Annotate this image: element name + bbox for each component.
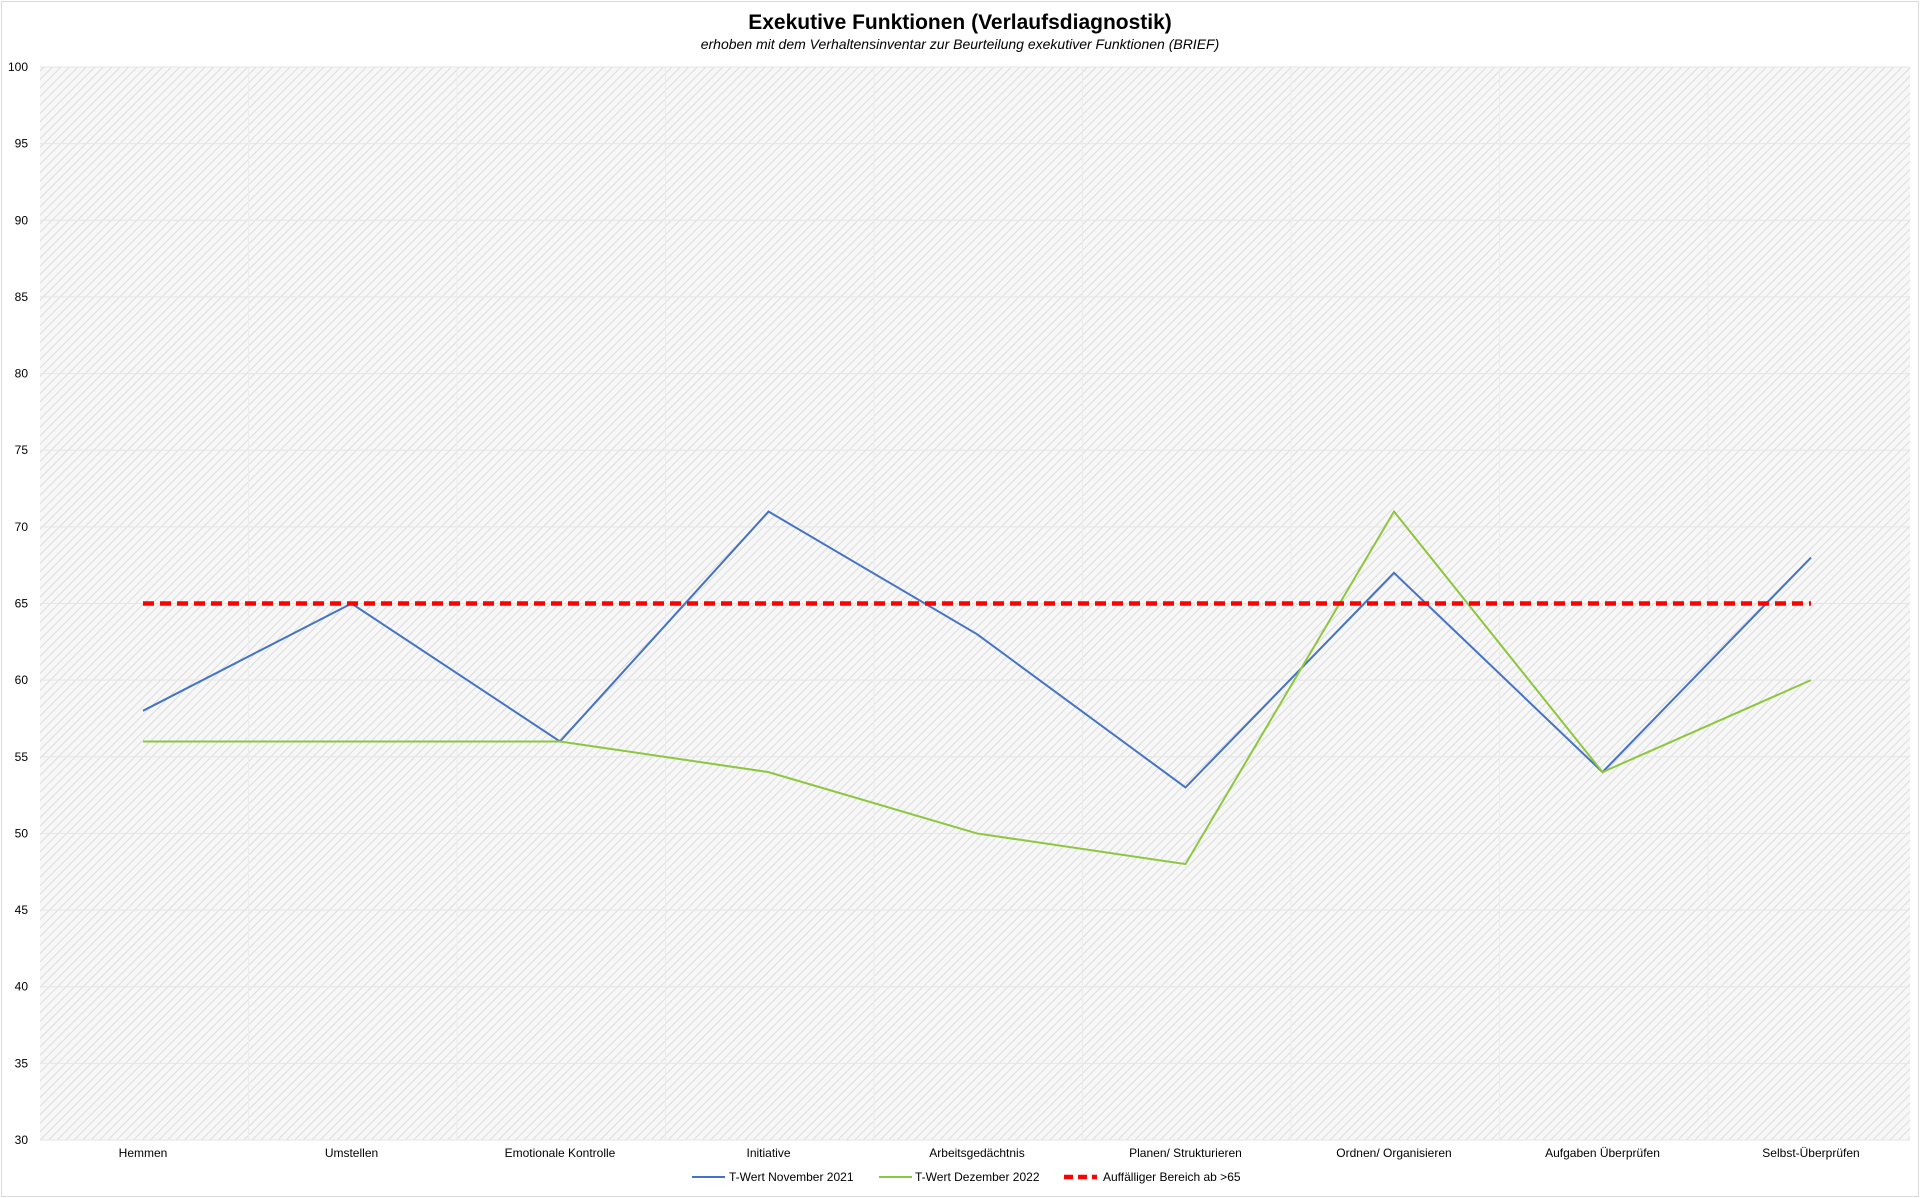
x-tick-label: Ordnen/ Organisieren [1336,1146,1451,1160]
x-tick-label: Initiative [746,1146,790,1160]
grid-lines [40,66,1910,1141]
chart-title: Exekutive Funktionen (Verlaufsdiagnostik… [748,11,1172,34]
x-tick-label: Hemmen [119,1146,168,1160]
x-tick-label: Aufgaben Überprüfen [1545,1146,1660,1160]
x-axis: Hemmen Umstellen Emotionale Kontrolle Initi… [119,1146,1860,1160]
y-tick-label: 35 [15,1056,29,1070]
series-layer [142,509,1812,866]
legend-label: T-Wert Dezember 2022 [915,1170,1040,1184]
legend-label: T-Wert November 2021 [729,1170,854,1184]
y-tick-label: 55 [15,750,29,764]
y-tick-label: 100 [8,60,28,74]
y-tick-label: 65 [15,597,29,611]
y-tick-label: 95 [15,137,29,151]
y-tick-label: 70 [15,520,29,534]
legend-item-1: T-Wert November 2021 [692,1170,854,1184]
legend-label: Auffälliger Bereich ab >65 [1103,1170,1241,1184]
x-tick-label: Arbeitsgedächtnis [929,1146,1024,1160]
y-tick-label: 75 [15,443,29,457]
y-tick-label: 40 [15,980,29,994]
y-tick-label: 60 [15,673,29,687]
x-tick-label: Emotionale Kontrolle [505,1146,616,1160]
chart-subtitle: erhoben mit dem Verhaltensinventar zur B… [700,36,1220,52]
y-tick-label: 80 [15,367,29,381]
x-tick-label: Umstellen [325,1146,378,1160]
y-tick-label: 85 [15,290,29,304]
y-tick-label: 90 [15,213,29,227]
y-tick-label: 45 [15,903,29,917]
x-tick-label: Selbst-Überprüfen [1762,1146,1859,1160]
legend: T-Wert November 2021 T-Wert Dezember 2022… [692,1170,1241,1184]
legend-item-2: T-Wert Dezember 2022 [879,1170,1040,1184]
y-tick-label: 30 [15,1133,29,1147]
x-tick-label: Planen/ Strukturieren [1129,1146,1242,1160]
y-tick-label: 50 [15,826,29,840]
legend-item-3: Auffälliger Bereich ab >65 [1064,1170,1241,1184]
y-axis: 30 35 40 45 50 55 60 65 70 75 80 85 90 95 100 [8,60,28,1147]
